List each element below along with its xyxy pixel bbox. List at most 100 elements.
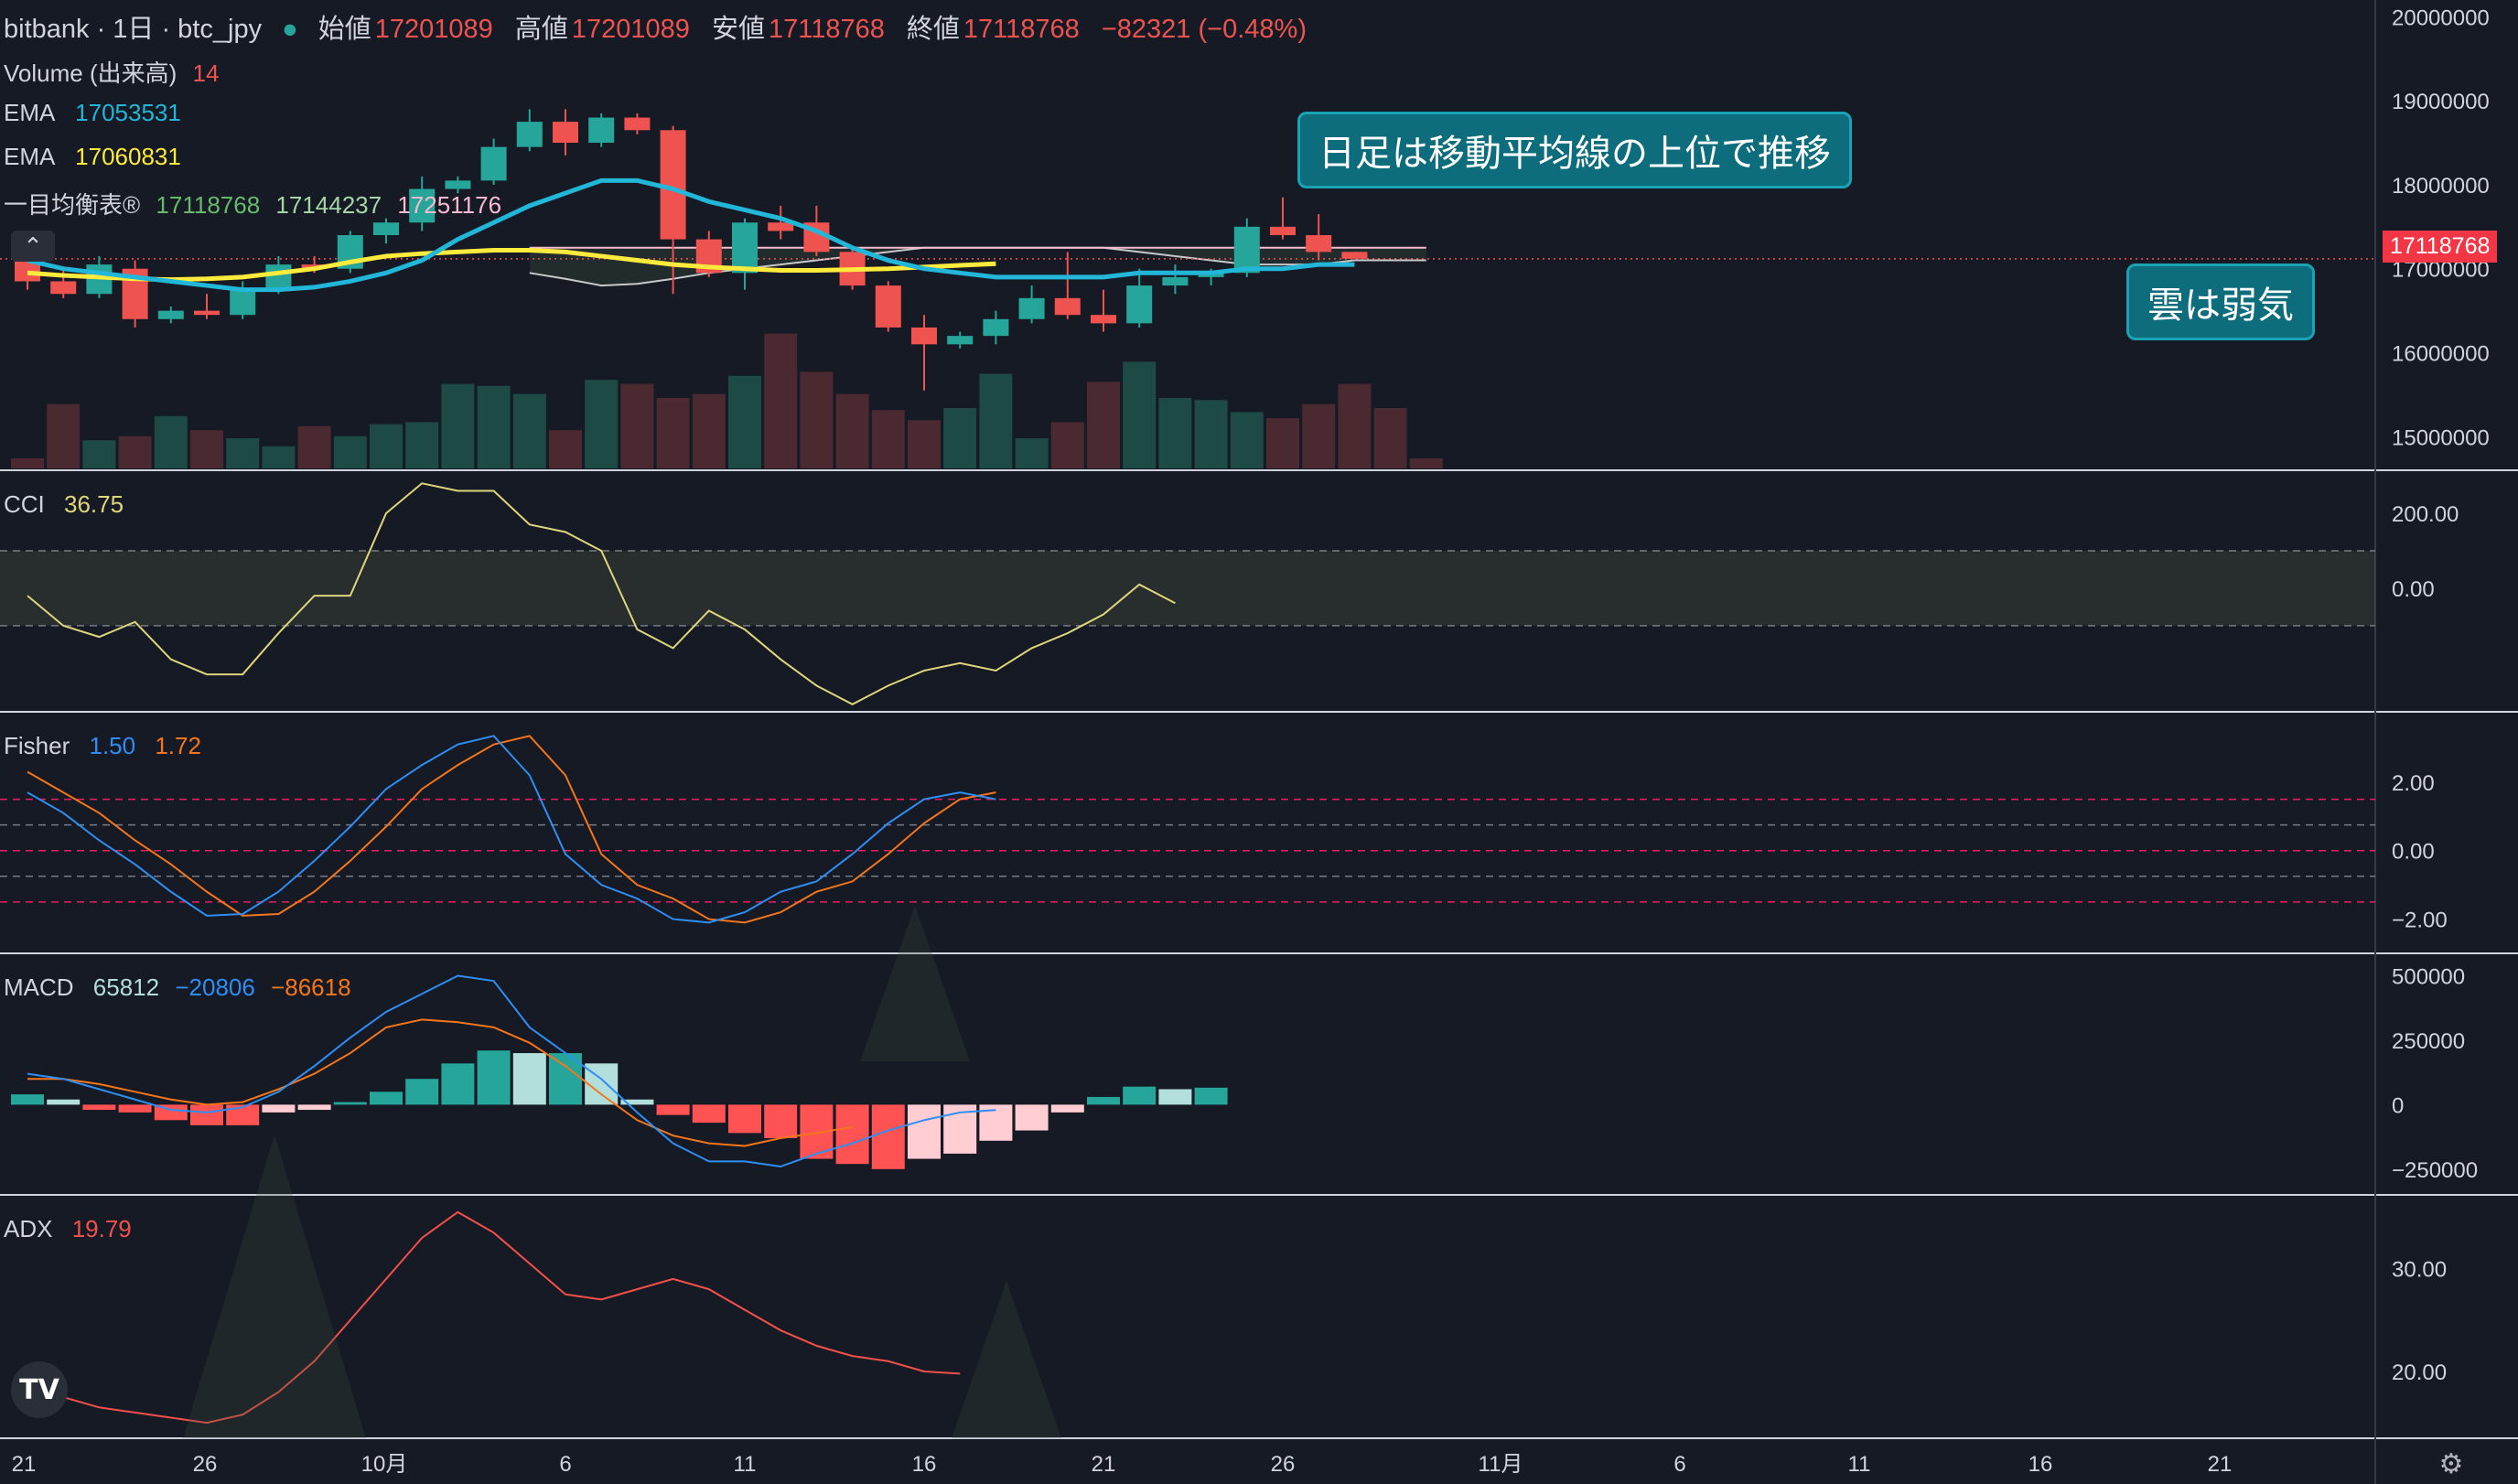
current-price-label: 17118768 [2383, 231, 2498, 263]
volume-bar [297, 425, 331, 468]
volume-bar [1302, 403, 1336, 468]
candle-body [1126, 285, 1153, 324]
triangle-drawing [183, 1135, 366, 1438]
candle-body [230, 289, 256, 316]
volume-bar [262, 446, 296, 468]
macd-legend[interactable]: MACD 65812 −20806 −86618 [4, 973, 351, 1002]
volume-legend-value: 14 [192, 59, 220, 87]
volume-bar [1087, 382, 1120, 468]
candle-body [624, 117, 651, 131]
candle-body [911, 327, 937, 345]
macd-histogram-bar [154, 1104, 188, 1121]
candle-body [1306, 235, 1332, 253]
ema-slow-value: 17060831 [75, 143, 181, 170]
volume-bar [979, 373, 1013, 468]
candle-body [1341, 252, 1368, 259]
time-axis-label: 21 [1092, 1452, 1116, 1477]
ichimoku-value-2: 17144237 [275, 191, 382, 219]
macd-histogram-bar [835, 1104, 869, 1165]
symbol-title[interactable]: bitbank · 1日 · btc_jpy [4, 15, 263, 44]
time-axis-label: 21 [12, 1452, 37, 1477]
cci-axis-label: 200.00 [2392, 502, 2459, 527]
macd-histogram-bar [226, 1104, 260, 1125]
volume-bar [370, 424, 403, 468]
macd-histogram-bar [1050, 1104, 1084, 1113]
candle-body [157, 310, 184, 319]
candle-body [768, 222, 794, 231]
candle-body [1091, 315, 1116, 324]
settings-gear-icon[interactable]: ⚙ [2438, 1449, 2464, 1479]
close-label: 終値 [906, 15, 960, 44]
triangle-drawing [860, 906, 970, 1061]
macd-histogram-bar [333, 1102, 367, 1105]
callout-above-moving-average[interactable]: 日足は移動平均線の上位で推移 [1297, 112, 1852, 188]
adx-axis-label: 20.00 [2392, 1360, 2447, 1385]
time-axis-label: 21 [2208, 1452, 2233, 1477]
price-axis-label: 19000000 [2392, 90, 2490, 114]
macd-axis-label: 0 [2392, 1093, 2404, 1118]
ema-fast-legend[interactable]: EMA 17053531 [4, 99, 181, 127]
adx-value: 19.79 [71, 1215, 132, 1242]
adx-legend[interactable]: ADX 19.79 [4, 1215, 132, 1243]
time-axis-label: 26 [193, 1452, 218, 1477]
macd-histogram-bar [11, 1094, 44, 1105]
time-axis-label: 6 [559, 1452, 571, 1477]
macd-histogram-bar [1087, 1096, 1120, 1105]
ema-fast-line [27, 177, 1355, 293]
candle-body [732, 222, 758, 274]
adx-label: ADX [4, 1215, 53, 1242]
candle-body [373, 222, 399, 235]
volume-bar [154, 415, 188, 468]
ichimoku-value-1: 17118768 [156, 191, 261, 219]
fisher-label: Fisher [4, 732, 70, 759]
volume-bar [943, 408, 977, 468]
macd-histogram-bar [190, 1104, 223, 1125]
collapse-chevron-icon[interactable]: ⌃ [11, 231, 55, 262]
ichimoku-legend[interactable]: 一目均衡表® 17118768 17144237 17251176 [4, 187, 501, 220]
candle-body [445, 180, 471, 189]
volume-bar [549, 430, 582, 468]
macd-histogram-bar [477, 1050, 511, 1105]
candle-body [875, 285, 901, 328]
volume-bar [1409, 458, 1443, 468]
macd-histogram-bar [728, 1104, 761, 1134]
macd-histogram-bar [370, 1091, 403, 1105]
tradingview-logo-icon[interactable]: TV [11, 1361, 68, 1418]
fisher-axis-label: −2.00 [2392, 909, 2448, 933]
candle-body [1018, 297, 1045, 319]
macd-histogram-bar [908, 1104, 941, 1159]
candle-body [194, 310, 220, 316]
macd-value-1: 65812 [92, 973, 160, 1001]
macd-histogram-bar [764, 1104, 798, 1139]
volume-bar [1338, 383, 1372, 468]
triangle-drawing [952, 1281, 1061, 1438]
time-axis-label: 16 [2028, 1452, 2053, 1477]
ema-slow-legend[interactable]: EMA 17060831 [4, 143, 181, 171]
candle-body [588, 117, 615, 144]
time-axis-label: 11月 [1479, 1452, 1523, 1477]
macd-histogram-bar [1015, 1104, 1049, 1131]
volume-bar [1123, 361, 1157, 468]
volume-bar [656, 398, 690, 468]
cci-legend[interactable]: CCI 36.75 [4, 490, 124, 519]
macd-value-2: −20806 [175, 973, 255, 1001]
macd-axis-label: 250000 [2392, 1029, 2465, 1054]
adx-line [27, 1210, 961, 1425]
fisher-value-1: 1.50 [89, 732, 136, 759]
volume-bar [512, 393, 546, 468]
fisher-legend[interactable]: Fisher 1.50 1.72 [4, 732, 201, 760]
time-axis-label: 16 [912, 1452, 937, 1477]
volume-bar [1194, 400, 1228, 468]
ichimoku-label: 一目均衡表® [4, 191, 141, 219]
high-value: 17201089 [571, 15, 690, 44]
volume-bar [871, 410, 905, 468]
callout-bearish-cloud[interactable]: 雲は弱気 [2126, 263, 2315, 340]
volume-bar [1230, 412, 1264, 468]
volume-bar [441, 383, 475, 468]
candle-body [480, 146, 507, 181]
macd-histogram-bar [47, 1099, 81, 1105]
time-axis-label: 10月 [361, 1452, 408, 1477]
close-value: 17118768 [963, 15, 1080, 44]
volume-legend[interactable]: Volume (出来高) 14 [4, 55, 219, 89]
